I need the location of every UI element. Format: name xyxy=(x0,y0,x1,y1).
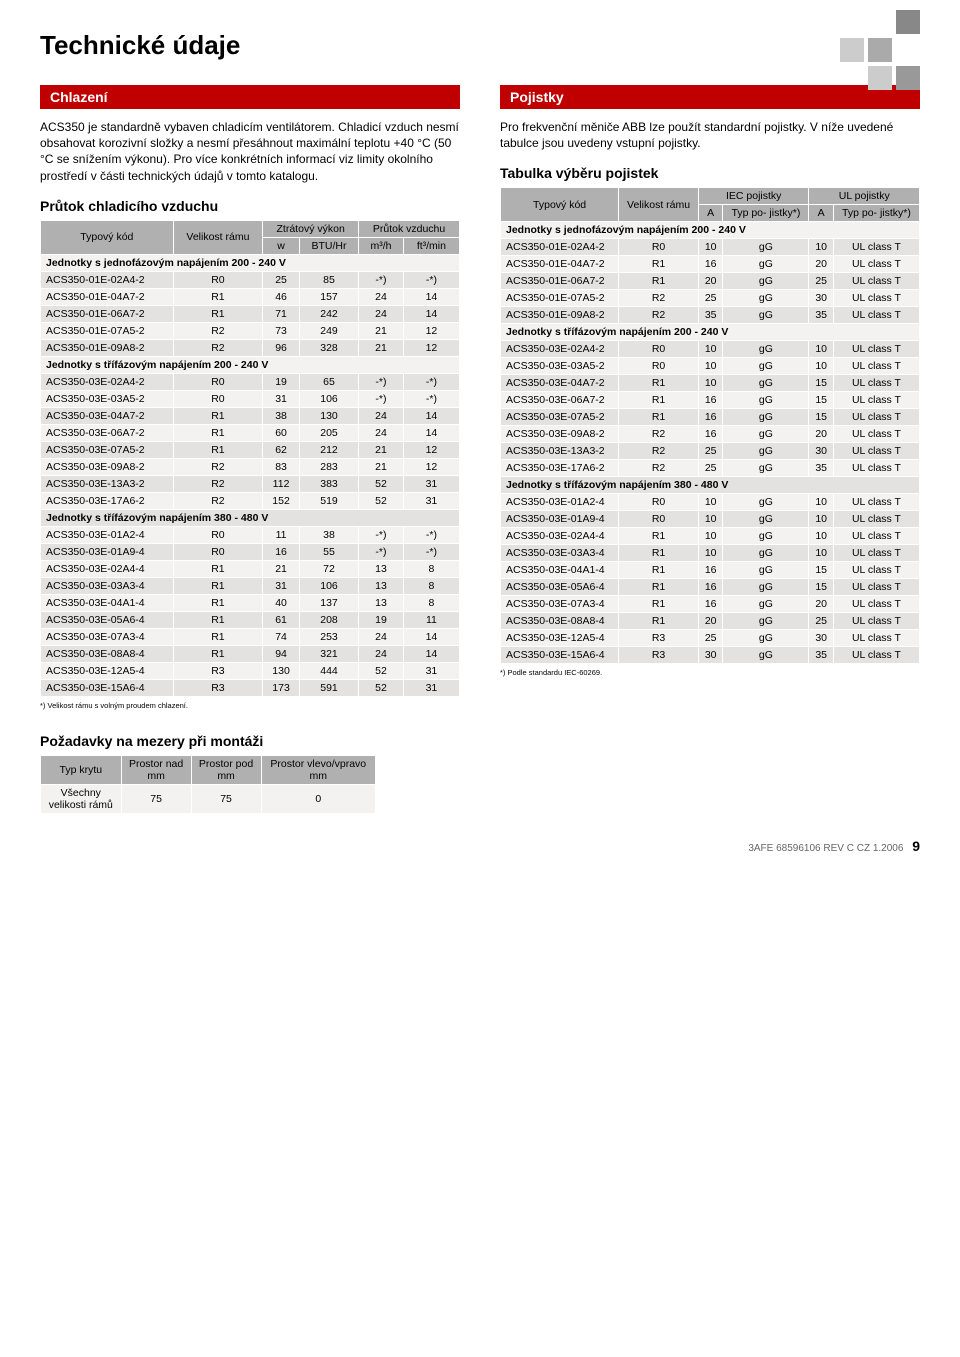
fuse-th-a2: A xyxy=(809,205,833,222)
left-column: Chlazení ACS350 je standardně vybaven ch… xyxy=(40,85,460,814)
fuse-th-t1: Typ po- jistky*) xyxy=(723,205,809,222)
fuse-subhead: Jednotky s jednofázovým napájením 200 - … xyxy=(501,222,920,239)
page-title: Technické údaje xyxy=(40,30,920,61)
table-row: ACS350-03E-09A8-2R2832832112 xyxy=(41,458,460,475)
table-row: ACS350-03E-01A2-4R01138-*)-*) xyxy=(41,526,460,543)
table-row: ACS350-03E-04A7-2R1381302414 xyxy=(41,407,460,424)
table-row: ACS350-03E-13A3-2R225gG30UL class T xyxy=(501,443,920,460)
table-row: ACS350-01E-02A4-2R02585-*)-*) xyxy=(41,271,460,288)
airflow-subhead: Jednotky s třífázovým napájením 380 - 48… xyxy=(41,509,460,526)
spacing-td: 0 xyxy=(261,785,375,814)
fuse-section-text: Pro frekvenční měniče ABB lze použít sta… xyxy=(500,119,920,151)
table-row: ACS350-03E-17A6-2R21525195231 xyxy=(41,492,460,509)
table-row: ACS350-01E-06A7-2R120gG25UL class T xyxy=(501,273,920,290)
airflow-th-type: Typový kód xyxy=(41,220,174,254)
table-row: ACS350-03E-01A2-4R010gG10UL class T xyxy=(501,494,920,511)
spacing-table: Typ krytuProstor nadmmProstor podmmProst… xyxy=(40,755,376,814)
fuse-th-t2: Typ po- jistky*) xyxy=(833,205,919,222)
table-row: ACS350-03E-01A9-4R010gG10UL class T xyxy=(501,511,920,528)
airflow-footnote: *) Velikost rámu s volným proudem chlaze… xyxy=(40,701,460,715)
spacing-td: 75 xyxy=(191,785,261,814)
airflow-subhead: Jednotky s jednofázovým napájením 200 - … xyxy=(41,254,460,271)
table-row: ACS350-01E-04A7-2R1461572414 xyxy=(41,288,460,305)
fuse-table: Typový kód Velikost rámu IEC pojistky UL… xyxy=(500,187,920,664)
footer-ref: 3AFE 68596106 REV C CZ 1.2006 xyxy=(748,843,903,854)
fuse-th-ul: UL pojistky xyxy=(809,188,920,205)
spacing-td: Všechnyvelikosti rámů xyxy=(41,785,122,814)
table-row: ACS350-03E-12A5-4R31304445231 xyxy=(41,662,460,679)
table-row: ACS350-03E-06A7-2R1602052414 xyxy=(41,424,460,441)
airflow-subhead: Jednotky s třífázovým napájením 200 - 24… xyxy=(41,356,460,373)
airflow-table: Typový kód Velikost rámu Ztrátový výkon … xyxy=(40,220,460,697)
table-row: ACS350-03E-15A6-4R31735915231 xyxy=(41,679,460,696)
table-row: ACS350-03E-02A4-2R010gG10UL class T xyxy=(501,341,920,358)
table-row: ACS350-03E-07A5-2R116gG15UL class T xyxy=(501,409,920,426)
airflow-th-w: w xyxy=(263,237,300,254)
airflow-heading: Průtok chladicího vzduchu xyxy=(40,198,460,214)
table-row: ACS350-01E-07A5-2R2732492112 xyxy=(41,322,460,339)
airflow-th-btu: BTU/Hr xyxy=(299,237,358,254)
table-row: ACS350-01E-06A7-2R1712422414 xyxy=(41,305,460,322)
table-row: ACS350-03E-06A7-2R116gG15UL class T xyxy=(501,392,920,409)
table-row: ACS350-03E-07A3-4R1742532414 xyxy=(41,628,460,645)
table-row: ACS350-03E-13A3-2R21123835231 xyxy=(41,475,460,492)
table-row: ACS350-03E-01A9-4R01655-*)-*) xyxy=(41,543,460,560)
table-row: ACS350-03E-09A8-2R216gG20UL class T xyxy=(501,426,920,443)
table-row: ACS350-01E-09A8-2R235gG35UL class T xyxy=(501,307,920,324)
table-row: ACS350-03E-03A5-2R010gG10UL class T xyxy=(501,358,920,375)
table-row: ACS350-03E-04A1-4R140137138 xyxy=(41,594,460,611)
table-row: ACS350-03E-02A4-4R12172138 xyxy=(41,560,460,577)
table-row: ACS350-03E-02A4-2R01965-*)-*) xyxy=(41,373,460,390)
airflow-th-flow: Průtok vzduchu xyxy=(359,220,460,237)
table-row: ACS350-03E-04A1-4R116gG15UL class T xyxy=(501,562,920,579)
table-row: ACS350-03E-08A8-4R1943212414 xyxy=(41,645,460,662)
cooling-section-header: Chlazení xyxy=(40,85,460,109)
spacing-th: Prostor nadmm xyxy=(121,756,191,785)
table-row: ACS350-01E-07A5-2R225gG30UL class T xyxy=(501,290,920,307)
fuse-th-frame: Velikost rámu xyxy=(619,188,699,222)
decorative-squares xyxy=(840,10,920,90)
table-row: ACS350-03E-03A3-4R110gG10UL class T xyxy=(501,545,920,562)
footer-page: 9 xyxy=(912,838,920,854)
airflow-th-frame: Velikost rámu xyxy=(173,220,263,254)
table-row: ACS350-03E-04A7-2R110gG15UL class T xyxy=(501,375,920,392)
spacing-th: Typ krytu xyxy=(41,756,122,785)
fuse-subhead: Jednotky s třífázovým napájením 200 - 24… xyxy=(501,324,920,341)
table-row: ACS350-03E-05A6-4R116gG15UL class T xyxy=(501,579,920,596)
airflow-th-m3h: m³/h xyxy=(359,237,404,254)
fuse-subhead: Jednotky s třífázovým napájením 380 - 48… xyxy=(501,477,920,494)
table-row: ACS350-03E-02A4-4R110gG10UL class T xyxy=(501,528,920,545)
table-row: ACS350-03E-03A3-4R131106138 xyxy=(41,577,460,594)
airflow-th-heat: Ztrátový výkon xyxy=(263,220,359,237)
page-footer: 3AFE 68596106 REV C CZ 1.2006 9 xyxy=(40,838,920,854)
table-row: ACS350-03E-12A5-4R325gG30UL class T xyxy=(501,630,920,647)
fuse-footnote: *) Podle standardu IEC-60269. xyxy=(500,668,920,682)
table-row: ACS350-03E-17A6-2R225gG35UL class T xyxy=(501,460,920,477)
table-row: ACS350-01E-04A7-2R116gG20UL class T xyxy=(501,256,920,273)
table-row: ACS350-03E-07A3-4R116gG20UL class T xyxy=(501,596,920,613)
spacing-heading: Požadavky na mezery při montáži xyxy=(40,733,460,749)
airflow-th-ft3min: ft³/min xyxy=(403,237,459,254)
fuse-th-type: Typový kód xyxy=(501,188,619,222)
table-row: ACS350-03E-07A5-2R1622122112 xyxy=(41,441,460,458)
table-row: ACS350-01E-09A8-2R2963282112 xyxy=(41,339,460,356)
fuse-th-iec: IEC pojistky xyxy=(698,188,809,205)
spacing-th: Prostor vlevo/vpravomm xyxy=(261,756,375,785)
table-row: ACS350-03E-05A6-4R1612081911 xyxy=(41,611,460,628)
cooling-section-text: ACS350 je standardně vybaven chladicím v… xyxy=(40,119,460,184)
fuse-heading: Tabulka výběru pojistek xyxy=(500,165,920,181)
table-row: ACS350-03E-08A8-4R120gG25UL class T xyxy=(501,613,920,630)
table-row: ACS350-03E-15A6-4R330gG35UL class T xyxy=(501,647,920,664)
table-row: ACS350-01E-02A4-2R010gG10UL class T xyxy=(501,239,920,256)
table-row: ACS350-03E-03A5-2R031106-*)-*) xyxy=(41,390,460,407)
spacing-th: Prostor podmm xyxy=(191,756,261,785)
right-column: Pojistky Pro frekvenční měniče ABB lze p… xyxy=(500,85,920,814)
spacing-td: 75 xyxy=(121,785,191,814)
fuse-th-a1: A xyxy=(698,205,722,222)
